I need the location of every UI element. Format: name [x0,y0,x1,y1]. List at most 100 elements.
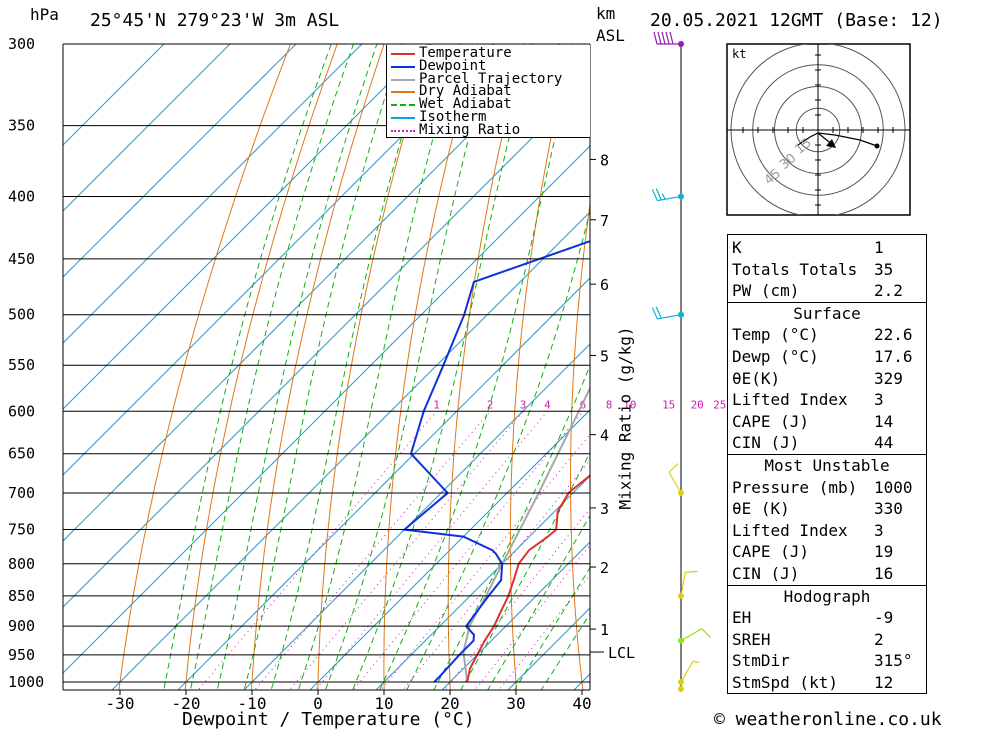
dry-adiabat-line [629,7,672,708]
x-tick-label: -30 [106,694,135,713]
x-tick-label: 30 [506,694,525,713]
dry-adiabat-line [447,44,525,690]
hodograph-end-dot [874,143,880,149]
location-title: 25°45'N 279°23'W 3m ASL [90,10,340,31]
datetime-title: 20.05.2021 12GMT (Base: 12) [650,10,943,31]
mixing-ratio-line [402,459,590,690]
legend-item: Dewpoint [387,57,587,74]
legend-label: Temperature [419,45,512,61]
km-label: km [596,4,616,23]
table-row: Temp (°C) 22.6 [728,324,926,346]
mixing-ratio-axis-label: Mixing Ratio (g/kg) [615,326,635,510]
wet-adiabat-line [379,44,578,690]
row-value: 3 [874,520,884,540]
surface-title: Surface [793,303,861,323]
km-tick-label: 8 [600,151,609,169]
dry-adiabat-line [118,44,292,690]
hodograph-table-title: Hodograph [783,586,871,606]
row-label: Totals Totals [732,259,858,279]
isotherm-line [177,277,590,690]
isotherm-line [111,211,590,690]
table-row: StmSpd (kt) 12 [728,672,926,694]
table-row: CAPE (J) 19 [728,541,926,563]
legend: Temperature Dewpoint Parcel Trajectory Dry … [386,45,590,138]
row-label: θE(K) [732,368,781,388]
lcl-label: LCL [608,644,635,662]
wind-barb [651,306,682,320]
row-value: 44 [874,433,894,453]
row-label: StmDir [732,651,790,671]
wet-adiabat-line [540,612,590,690]
table-row: Pressure (mb) 1000 [728,477,926,499]
row-label: SREH [732,629,771,649]
legend-swatch [391,91,415,94]
pressure-label: 600 [8,402,35,420]
hpa-label: hPa [30,5,59,24]
row-value: 1 [874,238,884,257]
dry-adiabat-line [509,44,572,690]
pressure-label: 700 [8,484,35,502]
km-tick-label: 6 [600,276,609,294]
legend-item: Temperature [387,45,587,61]
row-label: Lifted Index [732,390,848,410]
pressure-label: 300 [8,35,35,53]
table-row: Lifted Index 3 [728,520,926,542]
row-value: 329 [874,368,903,388]
row-label: Dewp (°C) [732,346,819,366]
wind-barb [680,660,700,683]
most-unstable-title: Most Unstable [764,455,890,475]
dry-adiabat-line [184,44,338,690]
pressure-label: 650 [8,445,35,463]
row-value: 35 [874,259,894,279]
legend-label: Dewpoint [419,57,487,74]
table-row: Totals Totals 35 [728,259,926,281]
row-label: Lifted Index [732,520,848,540]
wet-adiabat-line [216,44,378,690]
x-axis-label: Dewpoint / Temperature (°C) [182,709,475,730]
dry-adiabat-line [944,7,1000,708]
mixing-ratio-label: 20 [691,398,704,411]
row-value: 14 [874,411,894,431]
mixing-ratio-label: 8 [606,398,613,411]
mixing-ratio-line [352,410,584,690]
mixing-ratio-label: 1 [433,398,440,411]
table-row: SREH 2 [728,629,926,651]
table-row: Dewp (°C) 17.6 [728,346,926,368]
dry-adiabat-line [250,44,385,690]
pressure-label: 850 [8,587,35,605]
row-label: θE (K) [732,499,790,519]
row-label: CIN (J) [732,563,800,583]
table-row: θE(K) 329 [728,368,926,390]
x-tick-label: -10 [238,694,267,713]
mixing-ratio-line [380,433,590,690]
copyright-text[interactable]: © weatheronline.co.uk [714,709,942,730]
x-tick-label: 20 [440,694,459,713]
row-value: 17.6 [874,346,913,366]
row-value: 19 [874,542,894,562]
km-tick-label: 4 [600,427,609,445]
km-tick-label: 1 [600,621,609,639]
row-value: 315° [874,651,913,671]
wet-adiabat-line [270,44,431,690]
wet-adiabat-line [243,44,403,690]
legend-swatch [391,53,415,55]
mixing-ratio-line [314,410,548,690]
mixing-ratio-line [443,507,590,690]
wet-adiabat-line [513,566,590,690]
wind-barb [651,188,682,202]
isotherm-line [441,541,590,690]
dry-adiabat-line [685,7,719,708]
pressure-label: 1000 [8,673,44,691]
row-label: CAPE (J) [732,411,810,431]
legend-label: Mixing Ratio [419,121,521,138]
asl-label: ASL [596,26,625,45]
legend-item: Wet Adiabat [387,97,587,111]
legend-swatch [391,65,415,68]
dry-adiabat-line [992,7,1000,708]
km-tick-label: 5 [600,347,609,365]
pressure-label: 450 [8,250,35,268]
wet-adiabat-line [163,44,332,690]
